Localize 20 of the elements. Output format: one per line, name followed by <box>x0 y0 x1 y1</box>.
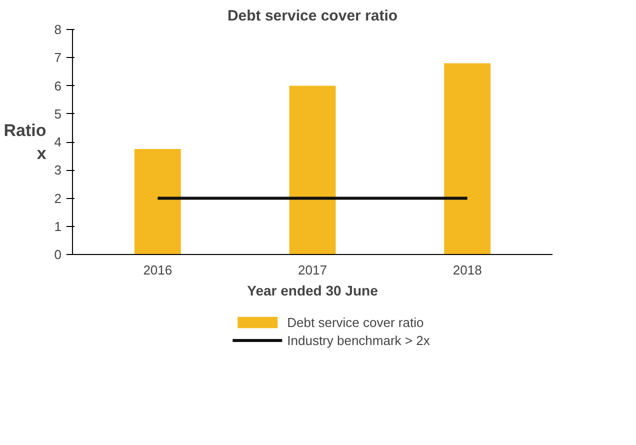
y-tick-label: 5 <box>54 106 62 122</box>
y-tick-label: 2 <box>54 190 62 206</box>
legend-label: Industry benchmark > 2x <box>287 332 430 348</box>
y-tick-label: 8 <box>54 22 62 37</box>
legend-label: Debt service cover ratio <box>287 314 424 330</box>
chart-title: Debt service cover ratio <box>227 8 398 24</box>
y-tick-label: 7 <box>54 50 62 66</box>
bar <box>134 149 181 254</box>
x-tick-label: 2018 <box>452 262 482 278</box>
y-tick-label: 1 <box>54 218 62 234</box>
bar <box>444 63 491 254</box>
y-tick-label: 6 <box>54 78 62 94</box>
x-tick-label: 2016 <box>143 262 172 278</box>
bar <box>289 86 336 254</box>
y-tick-label: 3 <box>54 162 62 178</box>
y-tick-label: 4 <box>54 134 62 150</box>
x-axis-title: Year ended 30 June <box>247 282 378 298</box>
x-tick-label: 2017 <box>298 262 327 278</box>
y-axis-title: Ratio x <box>4 121 47 163</box>
y-tick-label: 0 <box>54 247 62 262</box>
